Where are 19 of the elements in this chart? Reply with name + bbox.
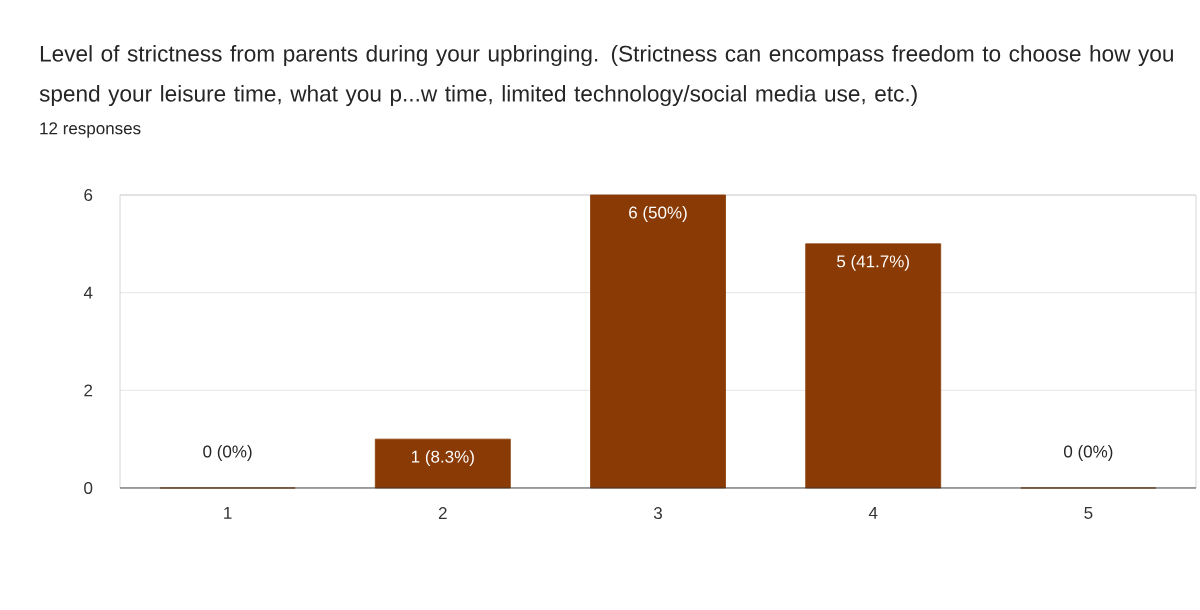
y-tick-label: 6 [84, 189, 93, 202]
x-tick-label: 5 [1084, 507, 1093, 519]
data-label: 0 (0%) [1064, 445, 1113, 461]
chart-title: Level of strictness from parents during your upbringing. (Strictness can encompass freedom to choose how you spend your leisure time, what you p...w time, limited technology/social media use, etc.) [39, 45, 1173, 107]
x-tick-label: 3 [653, 507, 662, 520]
y-tick-label: 0 [84, 481, 93, 494]
chart-subtitle: 12 responses [40, 122, 141, 138]
data-label: 1 (8.3%) [411, 450, 474, 467]
data-label: 6 (50%) [629, 206, 687, 222]
bar [590, 194, 726, 489]
data-label: 5 (41.7%) [837, 254, 909, 271]
x-tick-label: 1 [224, 507, 232, 519]
data-label: 0 (0%) [203, 445, 252, 461]
bar [805, 243, 942, 489]
y-tick-label: 2 [84, 384, 93, 397]
x-tick-label: 4 [868, 507, 878, 519]
bar [374, 438, 511, 489]
y-tick-label: 4 [83, 286, 93, 299]
x-tick-label: 2 [438, 507, 447, 519]
